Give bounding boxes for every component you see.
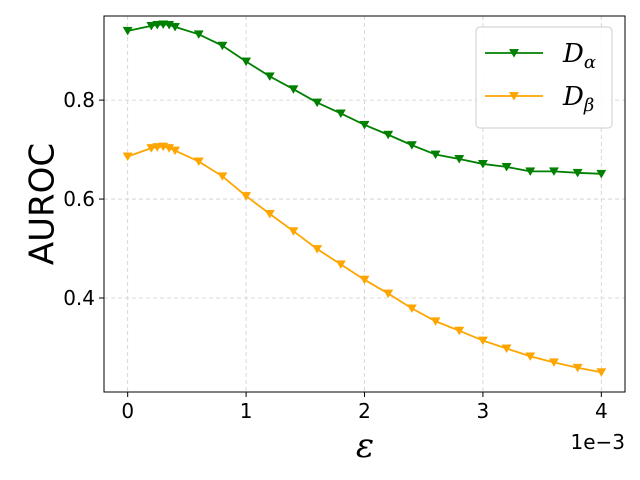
series-0-marker (312, 98, 323, 108)
series-1-marker (193, 157, 204, 167)
legend-label-subscript: α (584, 52, 596, 73)
series-0-marker (288, 85, 299, 94)
series-1-marker (430, 317, 441, 326)
series-0-marker (170, 22, 181, 32)
series-1-marker (170, 146, 181, 156)
series-0-marker (477, 159, 488, 169)
series-1-marker (572, 363, 583, 373)
series-0-marker (406, 141, 417, 150)
series-0-marker (122, 26, 133, 36)
series-1-marker (335, 260, 346, 269)
series-0-marker (596, 169, 607, 179)
series-0-marker (572, 168, 583, 178)
series-1-marker (359, 275, 370, 285)
x-tick-label: 1 (240, 399, 253, 423)
series-0-marker (359, 120, 370, 130)
legend-label-subscript: β (583, 95, 594, 116)
series-1-marker (264, 209, 275, 219)
series-1-marker (241, 192, 252, 201)
y-axis-label: AUROC (23, 143, 63, 265)
series-0-marker (383, 130, 394, 140)
series-0-marker (335, 109, 346, 119)
x-tick-label: 0 (121, 399, 134, 423)
legend-marker (508, 49, 520, 58)
x-axis-label: ε (356, 426, 374, 466)
axis-ticks: 0 1 2 3 4 0.4 0.6 0.8 (63, 88, 607, 423)
series-0-marker (264, 72, 275, 81)
series-1-marker (383, 289, 394, 299)
x-axis-offset-label: 1e−3 (570, 430, 625, 454)
series-1-marker (217, 172, 228, 181)
y-tick-label: 0.8 (63, 88, 95, 112)
series-1-marker (525, 352, 536, 362)
x-tick-label: 2 (358, 399, 371, 423)
series-0-marker (454, 155, 465, 164)
series-1-marker (122, 152, 133, 162)
series-1-marker (454, 326, 465, 336)
series-0-marker (501, 162, 512, 172)
legend-label: Dβ (562, 82, 594, 116)
series-0-marker (241, 57, 252, 67)
series-0-marker (430, 150, 441, 160)
series-0-marker (152, 20, 163, 30)
y-tick-label: 0.6 (63, 187, 95, 211)
series-1-marker (501, 344, 512, 354)
series-1-marker (596, 368, 607, 377)
series-0-marker (525, 167, 536, 176)
legend-marker (508, 92, 520, 101)
series-1-marker (312, 245, 323, 254)
series-1-marker (477, 336, 488, 346)
series-1-marker (146, 144, 157, 153)
series-0-marker (548, 167, 559, 176)
series-1-marker (548, 358, 559, 367)
series-1-marker (406, 304, 417, 314)
x-tick-label: 4 (595, 399, 608, 423)
series-0-marker (146, 21, 157, 31)
y-tick-label: 0.4 (63, 286, 95, 310)
x-tick-label: 3 (477, 399, 490, 423)
series-1-marker (152, 143, 163, 152)
series-1-marker (288, 227, 299, 236)
plot-series (122, 20, 607, 377)
series-0-marker (193, 30, 204, 39)
series-0-marker (217, 41, 228, 51)
